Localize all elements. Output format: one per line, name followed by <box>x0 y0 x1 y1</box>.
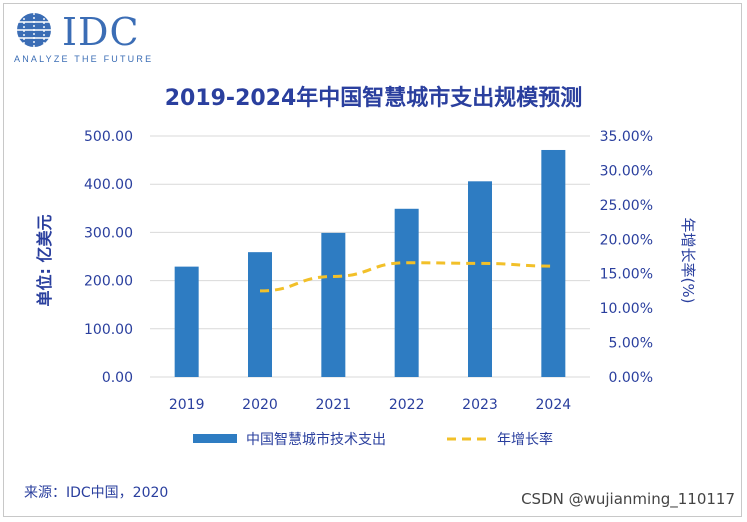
bar <box>321 232 346 377</box>
legend-swatch-bar <box>193 434 237 443</box>
y2-tick-label: 5.00% <box>609 336 653 352</box>
logo-tagline: ANALYZE THE FUTURE <box>14 54 154 64</box>
globe-icon <box>17 13 51 47</box>
bar <box>541 149 566 377</box>
source-note: 来源：IDC中国，2020 <box>24 485 169 501</box>
x-tick-label: 2024 <box>536 397 572 413</box>
y2-tick-label: 0.00% <box>609 370 653 386</box>
y2-tick-label: 15.00% <box>600 267 653 283</box>
y2-tick-label: 25.00% <box>600 198 653 214</box>
bar <box>174 266 199 377</box>
y2-tick-label: 35.00% <box>600 129 653 145</box>
idc-logo: IDC ANALYZE THE FUTURE <box>14 10 151 64</box>
watermark: CSDN @wujianming_110117 <box>521 490 735 508</box>
chart-frame <box>3 3 742 517</box>
legend-label-bar: 中国智慧城市技术支出 <box>246 431 386 448</box>
y-tick-label: 0.00 <box>102 370 133 386</box>
y2-tick-label: 10.00% <box>600 301 653 317</box>
growth-rate-line <box>259 261 554 293</box>
x-tick-label: 2023 <box>462 397 498 413</box>
x-tick-label: 2020 <box>242 397 278 413</box>
y2-tick-label: 20.00% <box>600 232 653 248</box>
x-tick-label: 2019 <box>169 397 205 413</box>
x-tick-label: 2022 <box>389 397 425 413</box>
y-tick-label: 100.00 <box>84 322 133 338</box>
y2-axis-title: 年增长率(%) <box>679 218 697 304</box>
bar <box>468 181 492 377</box>
y-axis-title: 单位: 亿美元 <box>35 215 54 307</box>
chart-title: 2019-2024年中国智慧城市支出规模预测 <box>164 86 583 111</box>
legend-label-line: 年增长率 <box>497 431 553 448</box>
x-tick-label: 2021 <box>316 397 352 413</box>
bar <box>248 252 272 377</box>
y-tick-label: 400.00 <box>84 177 133 193</box>
logo-wordmark: IDC <box>62 10 140 54</box>
bar <box>394 208 419 377</box>
y-tick-label: 500.00 <box>84 129 133 145</box>
y-tick-label: 200.00 <box>84 274 133 290</box>
y2-tick-label: 30.00% <box>600 163 653 179</box>
y-tick-label: 300.00 <box>84 225 133 241</box>
